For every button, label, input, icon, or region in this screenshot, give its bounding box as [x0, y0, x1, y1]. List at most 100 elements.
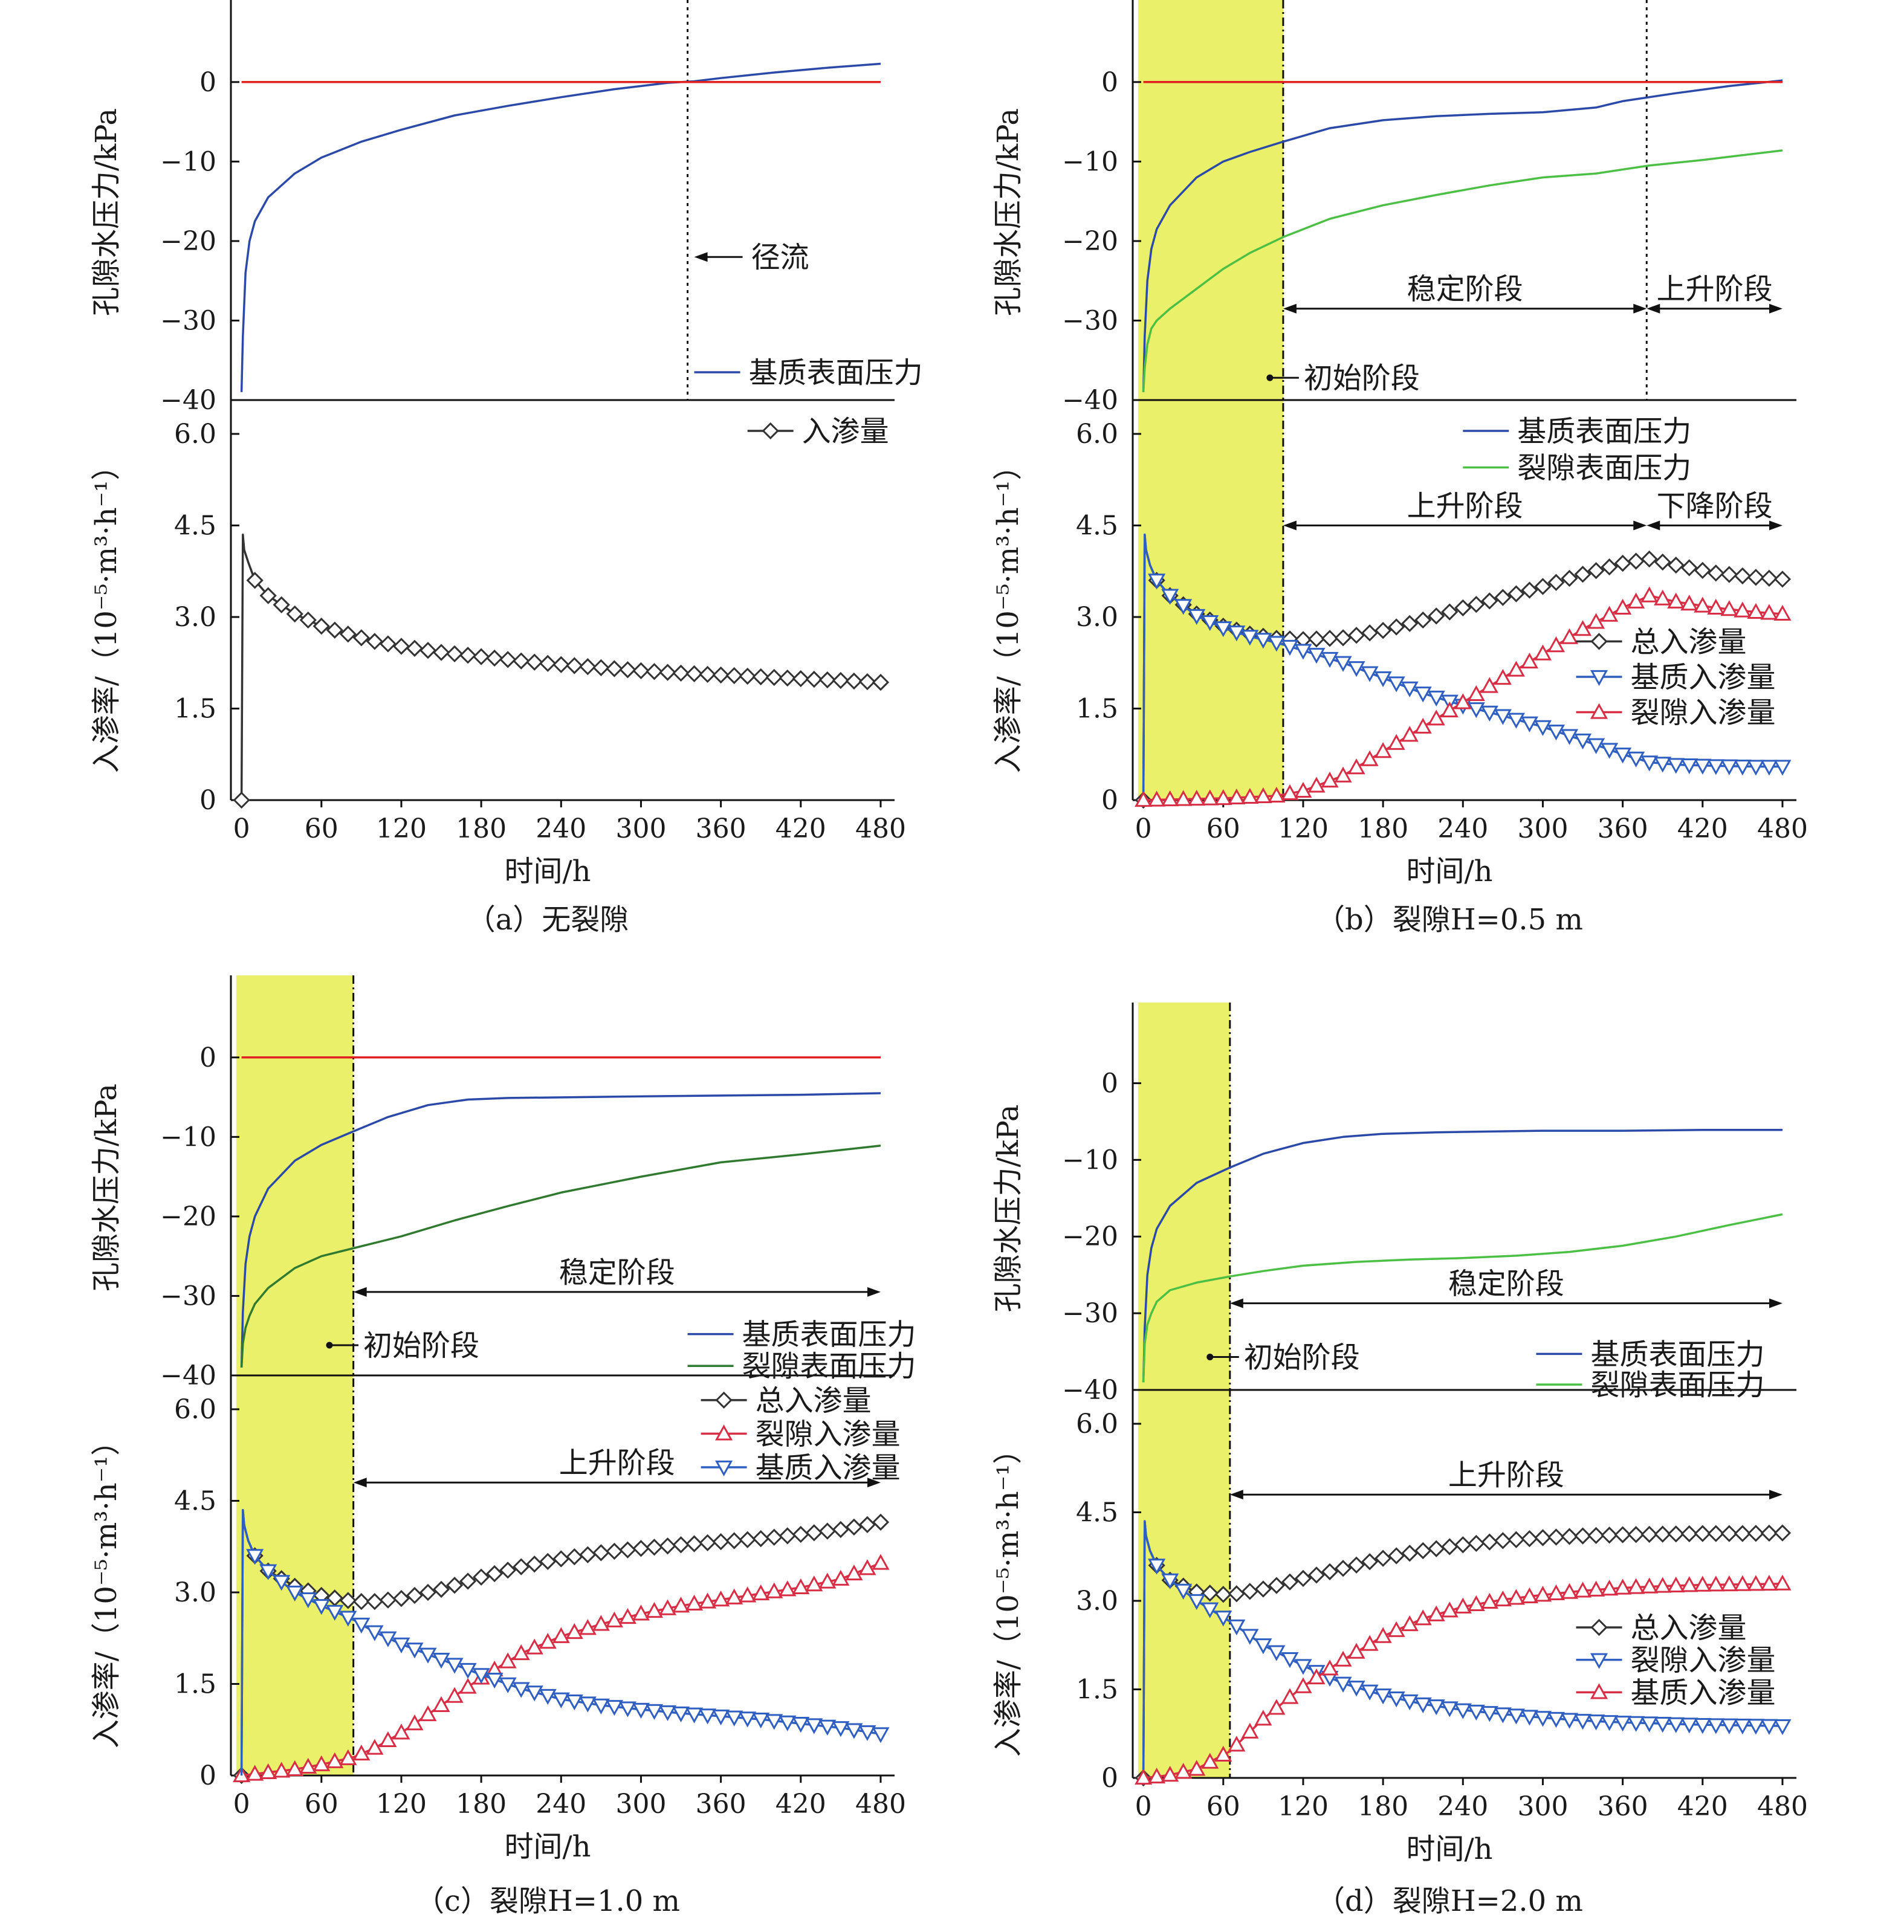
series-bottom-0-marker: [1627, 552, 1645, 570]
annotation-top-0-label: 径流: [751, 241, 809, 274]
x-tick-label: 480: [855, 813, 906, 844]
series-bottom-2-marker: [539, 1688, 557, 1705]
series-bottom-2-marker: [1148, 790, 1166, 807]
series-bottom-0-marker: [419, 642, 437, 659]
top-y-tick-label: −30: [1062, 305, 1118, 336]
series-bottom-2-marker: [339, 1611, 357, 1627]
series-bottom-2-marker: [552, 1692, 570, 1708]
series-bottom-1-marker: [1507, 1708, 1525, 1725]
series-bottom-0-marker: [845, 672, 863, 690]
series-bottom-0-marker: [259, 587, 277, 604]
series-bottom-0-marker: [619, 1541, 636, 1559]
panel-caption: （a）无裂隙: [467, 903, 629, 937]
bottom-y-tick-label: 6.0: [174, 1394, 216, 1425]
series-bottom-1-marker: [1201, 1602, 1219, 1618]
series-bottom-1-marker: [1347, 1681, 1365, 1697]
series-bottom-1-marker: [419, 1705, 437, 1722]
series-bottom-2-marker: [1307, 1668, 1326, 1685]
series-bottom-2-marker: [1214, 789, 1232, 806]
legend-top-0-label: 基质表面压力: [1590, 1337, 1764, 1371]
series-bottom-2-marker: [1533, 1586, 1552, 1602]
legend-bottom-2-marker: [715, 1460, 733, 1477]
series-bottom-0-marker: [739, 1531, 756, 1548]
series-bottom-1-marker: [1533, 1711, 1552, 1727]
series-bottom-2-marker: [1747, 603, 1765, 619]
x-tick-label: 120: [376, 1789, 427, 1820]
series-bottom-2-marker: [1161, 790, 1179, 807]
x-tick-label: 420: [776, 813, 826, 844]
annotation-top-0-label: 稳定阶段: [1407, 273, 1523, 306]
series-bottom-1-marker: [1507, 712, 1525, 729]
series-bottom-0-marker: [552, 1550, 570, 1568]
legend-bottom-2-label: 总入渗量: [1631, 625, 1747, 659]
series-bottom-1-marker: [1241, 630, 1259, 646]
series-bottom-0-marker: [1268, 1577, 1286, 1594]
series-bottom-0-marker: [566, 657, 583, 674]
series-bottom-1-marker: [658, 1599, 677, 1615]
series-bottom-1-marker: [1667, 758, 1685, 774]
series-bottom-1-marker: [525, 1638, 543, 1655]
series-bottom-2-marker: [1773, 1574, 1792, 1591]
series-bottom-0-marker: [832, 671, 849, 690]
series-bottom-0-marker: [1347, 1556, 1365, 1574]
legend-bottom-2-label: 基质入渗量: [1631, 1676, 1776, 1710]
series-bottom-1-marker: [1361, 1684, 1379, 1701]
series-bottom-2-marker: [1241, 787, 1259, 804]
series-bottom-1-marker: [1734, 760, 1752, 776]
legend-bottom-1-label: 裂隙入渗量: [756, 1417, 901, 1451]
x-tick-label: 300: [615, 813, 666, 844]
series-bottom-1-marker: [792, 1578, 810, 1595]
series-bottom-0-marker: [1481, 592, 1498, 610]
series-bottom-1-marker: [286, 1760, 304, 1776]
series-bottom-1-marker: [592, 1615, 610, 1631]
series-bottom-0-marker: [1773, 570, 1792, 588]
series-bottom-1-marker: [1601, 743, 1619, 759]
top-y-tick-label: −40: [1062, 1375, 1118, 1406]
series-bottom-2-marker: [578, 1696, 597, 1713]
series-bottom-0-marker: [379, 1591, 397, 1609]
series-bottom-0-marker: [1321, 1563, 1339, 1580]
series-bottom-2-marker: [1627, 1578, 1645, 1594]
series-bottom-2-marker: [645, 1704, 664, 1720]
series-bottom-2-marker: [1667, 1576, 1685, 1593]
series-bottom-1-marker: [1533, 720, 1552, 736]
series-bottom-1-marker: [1440, 1701, 1459, 1717]
series-bottom-0-marker: [445, 645, 464, 663]
x-tick-label: 180: [456, 1789, 507, 1820]
series-bottom-2-marker: [246, 1549, 264, 1565]
series-bottom-0-marker: [779, 669, 796, 687]
series-bottom-0-marker: [432, 1580, 450, 1598]
series-bottom-2-marker: [672, 1706, 690, 1723]
top-y-tick-label: −30: [160, 1281, 216, 1311]
series-bottom-1-marker: [818, 1572, 837, 1589]
series-bottom-2-marker: [1507, 661, 1525, 677]
top-y-tick-label: −10: [1062, 146, 1118, 177]
series-bottom-1-marker: [1268, 1645, 1286, 1661]
series-bottom-0-marker: [1614, 554, 1631, 572]
series-bottom-2-marker: [1640, 586, 1659, 603]
series-bottom-1-marker: [1161, 1573, 1179, 1589]
series-bottom-2-marker: [1720, 1575, 1738, 1592]
series-bottom-0-marker: [1214, 1586, 1232, 1603]
series-bottom-2-marker: [1520, 1587, 1538, 1603]
series-bottom-0-marker: [406, 1586, 424, 1604]
series-bottom-0-marker: [499, 1562, 517, 1579]
series-bottom-0-marker: [646, 1539, 663, 1556]
series-bottom-0-marker: [1334, 629, 1352, 647]
bottom-y-tick-label: 0: [1101, 1763, 1118, 1794]
series-top-0: [240, 62, 881, 392]
series-bottom-2-marker: [1520, 652, 1538, 669]
series-bottom-2-marker: [725, 1710, 743, 1727]
series-bottom-0-marker: [566, 1548, 583, 1566]
series-bottom-1-marker: [1467, 702, 1485, 719]
series-bottom-1-marker: [1174, 599, 1193, 615]
x-tick-label: 420: [1677, 1791, 1728, 1822]
series-bottom-1-marker: [1587, 738, 1605, 754]
legend-bottom-0-marker: [762, 422, 779, 440]
legend-top-0-label: 基质表面压力: [749, 356, 923, 390]
x-tick-label: 180: [456, 813, 507, 844]
series-bottom-2-marker: [1201, 1753, 1219, 1769]
x-tick-label: 60: [305, 1789, 338, 1820]
x-tick-label: 300: [1517, 1791, 1568, 1822]
series-bottom-2-marker: [1747, 1575, 1765, 1591]
